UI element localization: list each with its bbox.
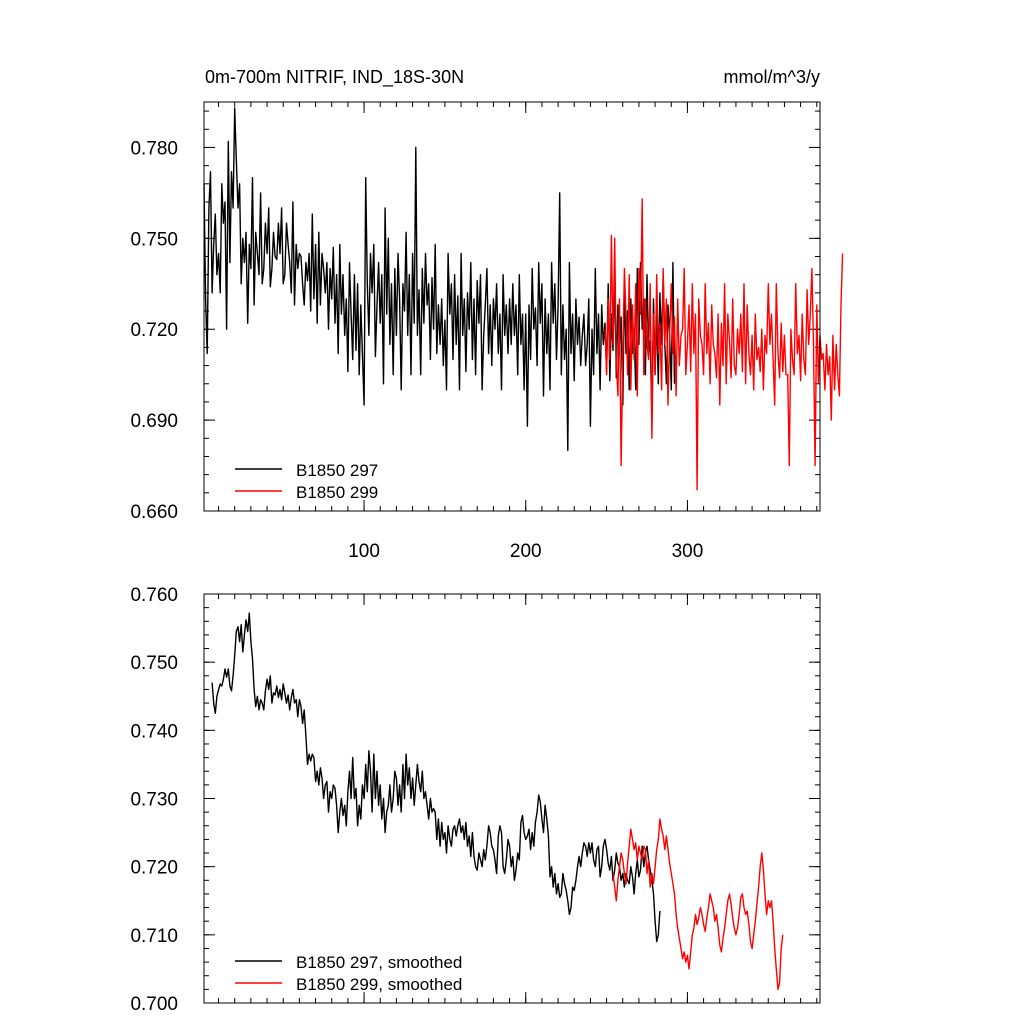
- y-tick-label: 0.740: [130, 721, 178, 742]
- top-x-tick-labels: 100 200 300: [348, 541, 703, 562]
- top-series-lines: [203, 107, 844, 491]
- x-tick-label: 100: [348, 541, 380, 562]
- top-panel: 0m-700m NITRIF, IND_18S-30N mmol/m^3/y 0…: [130, 67, 844, 562]
- legend-label-b1850-299: B1850 299: [296, 483, 378, 502]
- y-tick-label: 0.720: [130, 320, 178, 341]
- legend-label-b1850-299-smoothed: B1850 299, smoothed: [296, 975, 462, 994]
- chart-title: 0m-700m NITRIF, IND_18S-30N: [205, 67, 464, 88]
- x-tick-label: 200: [510, 541, 542, 562]
- bottom-axis-ticks: [204, 593, 820, 1004]
- bottom-series-lines: [211, 612, 784, 991]
- y-tick-label: 0.780: [130, 138, 178, 159]
- top-legend: B1850 297 B1850 299: [235, 461, 378, 502]
- series-line-b1850-297-smoothed: [211, 612, 661, 943]
- bottom-panel: 0.700 0.710 0.720 0.730 0.740 0.750 0.760 B185…: [130, 585, 821, 1015]
- y-tick-label: 0.760: [130, 585, 178, 606]
- units-label: mmol/m^3/y: [724, 67, 820, 87]
- legend-label-b1850-297-smoothed: B1850 297, smoothed: [296, 953, 462, 972]
- bottom-legend: B1850 297, smoothed B1850 299, smoothed: [235, 953, 462, 994]
- series-line-b1850-297: [203, 107, 676, 452]
- bottom-y-tick-labels: 0.700 0.710 0.720 0.730 0.740 0.750 0.760: [130, 585, 178, 1015]
- x-tick-label: 300: [672, 541, 704, 562]
- y-tick-label: 0.710: [130, 926, 178, 947]
- y-tick-label: 0.660: [130, 502, 178, 523]
- y-tick-label: 0.700: [130, 994, 178, 1015]
- top-y-tick-labels: 0.660 0.690 0.720 0.750 0.780: [130, 138, 178, 523]
- top-plot-frame: [203, 101, 821, 512]
- y-tick-label: 0.750: [130, 653, 178, 674]
- y-tick-label: 0.730: [130, 790, 178, 811]
- y-tick-label: 0.720: [130, 858, 178, 879]
- series-line-b1850-299-smoothed: [612, 818, 784, 991]
- legend-label-b1850-297: B1850 297: [296, 461, 378, 480]
- y-tick-label: 0.690: [130, 411, 178, 432]
- y-tick-label: 0.750: [130, 229, 178, 250]
- series-line-b1850-299: [604, 198, 844, 491]
- bottom-plot-frame: [203, 593, 821, 1004]
